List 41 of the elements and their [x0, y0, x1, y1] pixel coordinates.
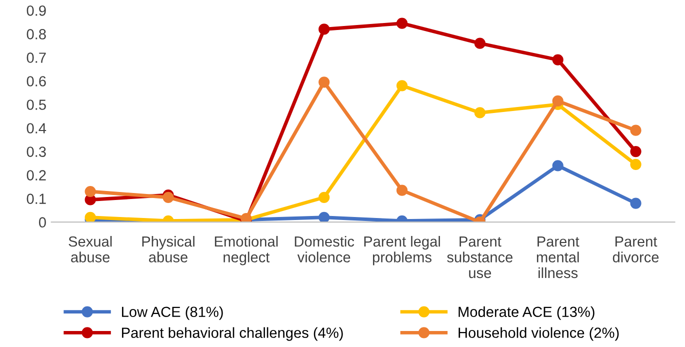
y-tick-label: 0.9	[26, 6, 46, 16]
legend-label: Low ACE (81%)	[122, 306, 223, 320]
x-tick-label: Parent mental illness	[536, 236, 580, 278]
legend-label: Household violence (2%)	[458, 327, 619, 341]
legend-label: Parent behavioral challenges (4%)	[122, 327, 343, 341]
x-tick-label: Sexual abuse	[68, 236, 112, 262]
point	[552, 160, 564, 172]
x-tick-label: Emotional neglect	[214, 236, 278, 266]
point	[318, 76, 330, 88]
x-tick-label: Parent divorce	[612, 236, 659, 262]
point	[630, 146, 642, 158]
point	[474, 38, 486, 49]
y-tick-label: 0.7	[26, 52, 46, 63]
x-tick-label: Parent substance use	[447, 236, 513, 278]
y-tick-label: 0.3	[26, 146, 46, 157]
point	[552, 54, 564, 66]
point	[630, 198, 642, 209]
point	[396, 184, 408, 196]
y-tick-label: 0	[38, 217, 46, 228]
y-tick-label: 0.8	[26, 29, 46, 40]
y-tick-label: 0.5	[26, 100, 46, 110]
point	[630, 158, 642, 170]
y-tick-label: 0.1	[26, 194, 46, 204]
point	[396, 18, 408, 29]
point	[396, 80, 408, 92]
y-tick-label: 0.4	[26, 123, 46, 134]
point	[84, 212, 96, 222]
point	[474, 107, 486, 118]
x-tick-label: Parent legal problems	[364, 236, 440, 266]
legend-label: Moderate ACE (13%)	[458, 306, 594, 320]
y-tick-label: 0.6	[26, 76, 46, 86]
point	[318, 192, 330, 203]
point	[84, 186, 96, 198]
point	[552, 95, 564, 107]
y-tick-label: 0.2	[26, 170, 46, 180]
point	[318, 24, 330, 35]
x-tick-label: Physical abuse	[142, 236, 194, 262]
point	[630, 124, 642, 136]
x-tick-label: Domestic violence	[294, 236, 354, 262]
point	[318, 212, 330, 222]
point	[162, 192, 174, 203]
